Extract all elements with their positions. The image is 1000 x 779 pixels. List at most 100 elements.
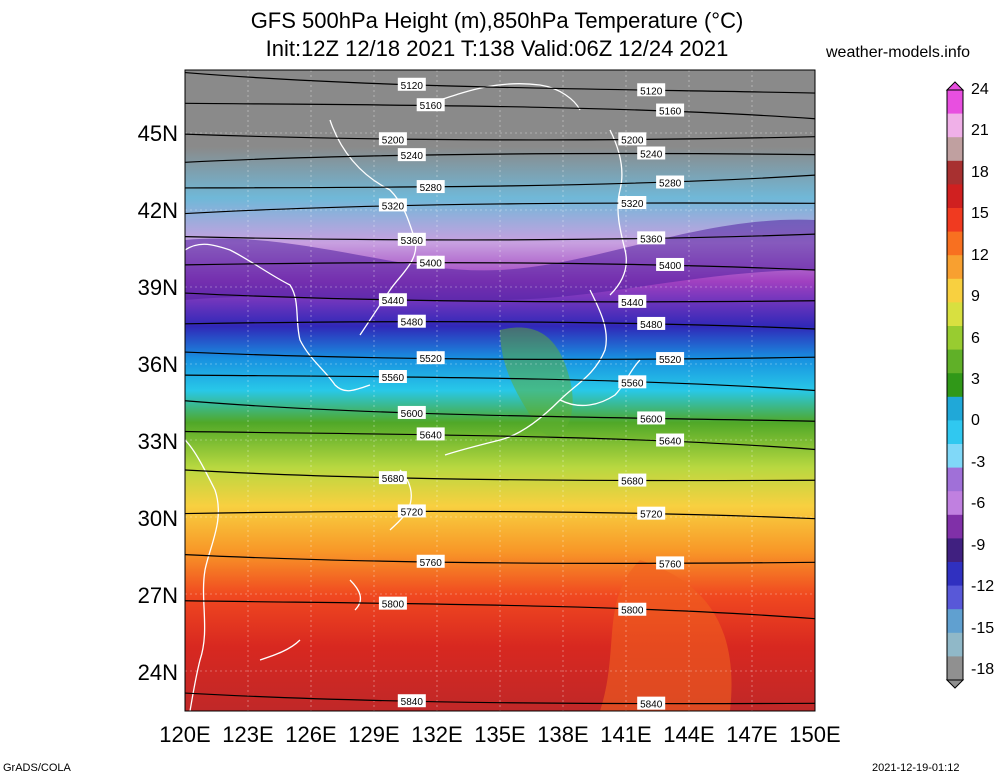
contour-label-5640: 5640 <box>420 430 443 441</box>
lat-label-36N: 36N <box>137 351 178 377</box>
colorbar-tick-label: 12 <box>971 246 989 264</box>
colorbar-swatch <box>947 467 963 492</box>
colorbar-swatch <box>947 609 963 634</box>
colorbar-tick-label: -18 <box>971 661 995 678</box>
contour-label-5760: 5760 <box>659 559 682 570</box>
contour-label-5520: 5520 <box>420 354 443 365</box>
colorbar-swatch <box>947 349 963 374</box>
contour-label-5320: 5320 <box>382 201 405 212</box>
lat-label-45N: 45N <box>137 121 178 147</box>
contour-label-bg <box>618 294 647 308</box>
contour-label-bg <box>397 77 426 91</box>
contour-label-5600: 5600 <box>640 414 663 425</box>
lat-label-30N: 30N <box>137 505 178 531</box>
contour-label-5240: 5240 <box>401 151 424 162</box>
colorbar-tick-label: -3 <box>971 453 986 471</box>
contour-label-bg <box>416 554 445 568</box>
contour-label-5720: 5720 <box>640 510 663 521</box>
contour-label-bg <box>416 98 445 112</box>
contour-label-5840: 5840 <box>640 700 663 711</box>
contour-label-5440: 5440 <box>382 296 405 307</box>
map-frame <box>184 69 816 712</box>
contour-line-5840 <box>185 692 815 705</box>
contour-line-5240 <box>185 152 815 163</box>
contour-label-bg <box>416 427 445 441</box>
colorbar-tick-label: -9 <box>971 536 986 554</box>
contour-label-5120: 5120 <box>640 86 663 97</box>
colorbar-swatch <box>947 231 963 256</box>
contour-line-5720 <box>185 510 815 520</box>
colorbar-swatch <box>947 113 963 138</box>
contour-label-bg <box>618 375 647 389</box>
contour-label-bg <box>397 405 426 419</box>
colorbar-swatch <box>947 137 963 162</box>
contour-label-bg <box>397 148 426 162</box>
colorbar-top-arrow <box>945 81 965 91</box>
lon-label-147E: 147E <box>726 722 778 747</box>
contour-label-bg <box>656 352 685 366</box>
contour-label-bg <box>378 596 407 610</box>
contour-line-5480 <box>185 321 815 330</box>
colorbar-swatch <box>947 396 963 421</box>
contour-label-5480: 5480 <box>401 318 424 329</box>
colorbar <box>945 81 965 689</box>
contour-line-5520 <box>185 351 815 360</box>
colorbar-tick-label: -12 <box>971 578 995 596</box>
contour-label-5480: 5480 <box>640 320 663 331</box>
contour-label-5800: 5800 <box>621 606 644 617</box>
colorbar-swatch <box>947 514 963 539</box>
lat-label-24N: 24N <box>137 659 178 685</box>
contour-label-5640: 5640 <box>659 437 682 448</box>
graticule <box>185 70 815 711</box>
contour-line-5120 <box>185 71 815 94</box>
contour-label-5160: 5160 <box>659 107 682 118</box>
contour-label-5680: 5680 <box>382 474 405 485</box>
colorbar-swatch <box>947 373 963 398</box>
contour-label-5400: 5400 <box>659 261 682 272</box>
colorbar-tick-label: 15 <box>971 205 989 223</box>
contour-label-5120: 5120 <box>401 81 424 92</box>
contour-label-bg <box>397 694 426 708</box>
contour-label-5360: 5360 <box>640 234 663 245</box>
contour-line-5160 <box>185 102 815 120</box>
contour-line-5760 <box>185 553 815 565</box>
contour-label-5560: 5560 <box>621 378 644 389</box>
footer-left: GrADS/COLA <box>3 762 71 774</box>
contour-label-bg <box>378 293 407 307</box>
contour-label-5720: 5720 <box>401 507 424 518</box>
contour-label-bg <box>618 473 647 487</box>
contour-label-5840: 5840 <box>401 697 424 708</box>
contour-line-5400 <box>185 262 815 271</box>
contour-line-5600 <box>185 400 815 422</box>
contour-line-5640 <box>185 430 815 451</box>
lon-label-144E: 144E <box>663 722 715 747</box>
contour-line-5360 <box>185 233 815 241</box>
contour-label-bg <box>397 314 426 328</box>
colorbar-tick-label: 18 <box>971 163 989 181</box>
lat-label-27N: 27N <box>137 582 178 608</box>
contour-label-5400: 5400 <box>420 259 443 270</box>
contour-line-5320 <box>185 202 815 215</box>
lat-label-42N: 42N <box>137 198 178 224</box>
contour-label-bg <box>378 370 407 384</box>
colorbar-swatch <box>947 184 963 209</box>
colorbar-swatch <box>947 160 963 185</box>
colorbar-swatch <box>947 278 963 303</box>
contour-label-bg <box>637 696 666 710</box>
footer-right: 2021-12-19-01:12 <box>872 762 960 774</box>
colorbar-tick-label: 0 <box>971 412 980 430</box>
lon-label-150E: 150E <box>789 722 841 747</box>
contour-label-bg <box>656 433 685 447</box>
contour-label-bg <box>637 83 666 97</box>
warm-core <box>600 560 732 711</box>
colorbar-swatch <box>947 491 963 516</box>
colorbar-swatch <box>947 444 963 469</box>
lon-label-132E: 132E <box>411 722 463 747</box>
lat-label-39N: 39N <box>137 274 178 300</box>
contour-label-5200: 5200 <box>382 135 405 146</box>
contour-label-bg <box>378 132 407 146</box>
colorbar-tick-label: 3 <box>971 371 980 388</box>
contour-label-bg <box>656 175 685 189</box>
colorbar-tick-label: 21 <box>971 122 989 140</box>
lon-label-138E: 138E <box>537 722 589 747</box>
